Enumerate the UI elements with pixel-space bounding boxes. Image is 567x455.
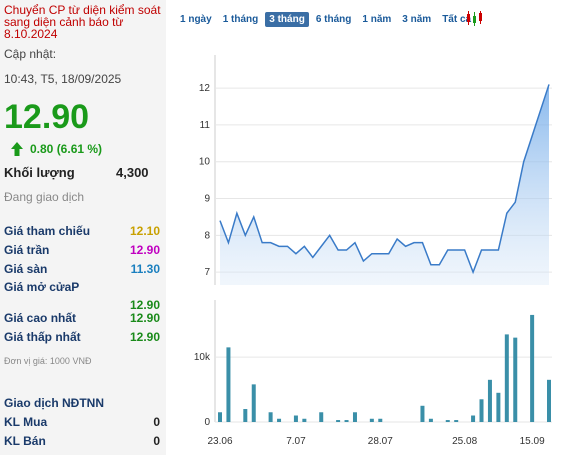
volume-bar xyxy=(378,418,383,422)
info-panel: Chuyển CP từ diện kiểm soát sang diện cả… xyxy=(0,0,166,455)
y-tick-label: 10k xyxy=(194,352,211,363)
volume-bar xyxy=(454,420,459,422)
row-label: Giá trần xyxy=(4,243,50,257)
volume-bar xyxy=(547,379,551,422)
row-value: 12.10 xyxy=(129,224,160,238)
volume-bar xyxy=(336,420,341,422)
volume-bar xyxy=(504,334,509,422)
updated-label: Cập nhật: xyxy=(4,47,57,61)
range-tab[interactable]: 1 năm xyxy=(362,14,392,25)
volume-bar xyxy=(445,420,450,422)
price-row: Giá sàn 11.30 xyxy=(4,262,160,276)
volume-bar xyxy=(530,314,535,422)
volume-bar xyxy=(487,379,492,422)
price-row: Giá cao nhất 12.90 xyxy=(4,311,160,325)
row-value: 12.90 xyxy=(129,311,160,325)
volume-bar xyxy=(218,412,222,422)
row-label: KL Bán xyxy=(4,434,46,448)
status: Đang giao dịch xyxy=(4,190,85,204)
volume-bar xyxy=(513,337,518,422)
volume-bar xyxy=(479,399,484,422)
volume-bar xyxy=(344,420,349,422)
range-tabs: 1 ngày 1 tháng 3 tháng 6 tháng 1 năm 3 năm Tất… xyxy=(176,12,478,27)
row-label: KL Mua xyxy=(4,415,48,429)
volume-bar xyxy=(428,418,433,422)
volume-bar xyxy=(352,412,357,422)
row-label: Giá mở cửaP xyxy=(4,280,80,294)
range-tab[interactable]: 6 tháng xyxy=(315,14,352,25)
price-row: Giá thấp nhất 12.90 xyxy=(4,330,160,344)
volume-bar xyxy=(496,392,501,422)
volume-bar xyxy=(420,405,425,422)
change: 0.80 (6.61 %) xyxy=(30,142,103,156)
y-tick-label: 0 xyxy=(204,417,210,428)
volume-bar xyxy=(471,415,476,422)
volume: 4,300 xyxy=(116,165,149,180)
row-label: Giá tham chiếu xyxy=(4,224,91,238)
volume-bar xyxy=(369,418,374,422)
row-label: Giá cao nhất xyxy=(4,311,77,325)
y-tick-label: 8 xyxy=(204,230,210,241)
price-row: Giá tham chiếu 12.10 xyxy=(4,224,160,238)
volume-bar xyxy=(226,347,231,422)
foreign-title: Giao dịch NĐTNN xyxy=(4,396,105,410)
foreign-row: KL Bán 0 xyxy=(4,434,160,448)
volume-bar xyxy=(251,384,256,422)
row-value: 12.90 xyxy=(129,298,160,312)
x-tick-label: 15.09 xyxy=(520,436,545,447)
y-tick-label: 10 xyxy=(199,157,211,168)
volume-bar xyxy=(302,418,307,422)
volume-bar xyxy=(293,415,298,422)
x-tick-label: 25.08 xyxy=(452,436,477,447)
row-value: 12.90 xyxy=(129,243,160,257)
price-row: Giá trần 12.90 xyxy=(4,243,160,257)
volume-label: Khối lượng xyxy=(4,165,75,180)
updated: 10:43, T5, 18/09/2025 xyxy=(4,72,122,86)
x-tick-label: 23.06 xyxy=(207,436,232,447)
candle-icon xyxy=(467,11,482,26)
y-tick-label: 7 xyxy=(204,267,210,278)
foreign-row: KL Mua 0 xyxy=(4,415,160,429)
y-tick-label: 9 xyxy=(204,194,210,205)
range-tab[interactable]: Tất cả xyxy=(442,14,472,25)
alert: Chuyển CP từ diện kiểm soát sang diện cả… xyxy=(4,3,161,41)
area xyxy=(220,84,549,285)
unit: Đơn vị giá: 1000 VNĐ xyxy=(4,356,92,366)
price-row: Giá mở cửaP 12.90 xyxy=(4,280,160,312)
range-tab[interactable]: 1 ngày xyxy=(180,14,212,25)
row-label: Giá sàn xyxy=(4,262,48,276)
range-tab[interactable]: 3 năm xyxy=(402,14,432,25)
row-label: Giá thấp nhất xyxy=(4,330,81,344)
y-tick-label: 12 xyxy=(199,83,211,94)
price: 12.90 xyxy=(4,98,90,136)
row-value: 12.90 xyxy=(129,330,160,344)
row-value: 11.30 xyxy=(130,262,160,276)
x-tick-label: 7.07 xyxy=(286,436,306,447)
price-line xyxy=(219,84,550,275)
volume-bar xyxy=(319,412,324,422)
row-value: 0 xyxy=(153,434,160,448)
range-tab[interactable]: 3 tháng xyxy=(265,12,309,27)
row-value: 0 xyxy=(153,415,160,429)
volume-bar xyxy=(268,412,273,422)
y-tick-label: 11 xyxy=(200,120,211,131)
volume-bar xyxy=(243,409,248,422)
x-tick-label: 28.07 xyxy=(368,436,393,447)
volume-bar xyxy=(277,418,282,422)
range-tab[interactable]: 1 tháng xyxy=(222,14,259,25)
up-arrow xyxy=(11,142,23,156)
